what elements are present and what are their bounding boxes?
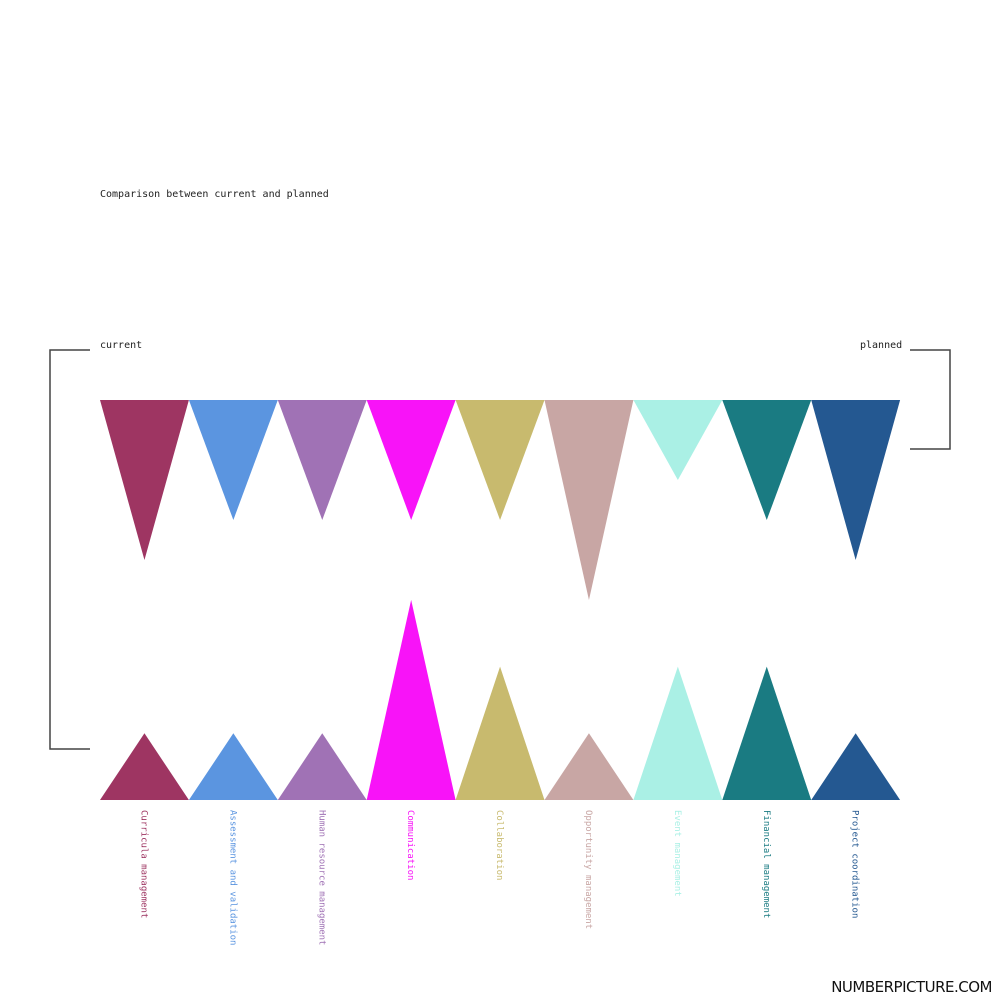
category-label: Collaboration [494, 810, 504, 880]
planned-series [100, 599, 901, 800]
category-label: Human resource management [316, 810, 326, 945]
category-label: Opportunity management [583, 810, 593, 929]
planned-triangle [633, 666, 723, 800]
planned-triangle [100, 733, 189, 800]
category-label: Financial management [761, 810, 771, 918]
current-series-label: current [100, 340, 143, 351]
current-series [100, 400, 901, 600]
category-label: Communication [405, 810, 415, 880]
planned-bracket [910, 349, 951, 450]
planned-triangle [544, 733, 634, 800]
category-label: Event management [672, 810, 682, 897]
current-bracket [49, 349, 90, 750]
category-labels: Curricula management Assessment and valid… [138, 810, 859, 945]
current-triangle [811, 400, 901, 560]
current-triangle [277, 400, 367, 520]
chart-title: Comparison between current and planned [100, 189, 329, 200]
current-triangle [366, 400, 456, 520]
planned-series-label: planned [860, 340, 903, 351]
brand-logo: NUMBERPICTURE.COM [831, 978, 992, 996]
planned-triangle [722, 666, 812, 800]
current-triangle [188, 400, 278, 520]
planned-triangle [366, 599, 456, 800]
planned-triangle [455, 666, 545, 800]
current-triangle [633, 400, 723, 480]
category-label: Project coordination [850, 810, 860, 918]
planned-triangle [188, 733, 278, 800]
planned-triangle [811, 733, 901, 800]
category-label: Assessment and validation [227, 810, 237, 945]
current-triangle [544, 400, 634, 600]
planned-triangle [277, 733, 367, 800]
category-label: Curricula management [138, 810, 148, 918]
current-triangle [722, 400, 812, 520]
current-triangle [455, 400, 545, 520]
current-triangle [100, 400, 189, 560]
